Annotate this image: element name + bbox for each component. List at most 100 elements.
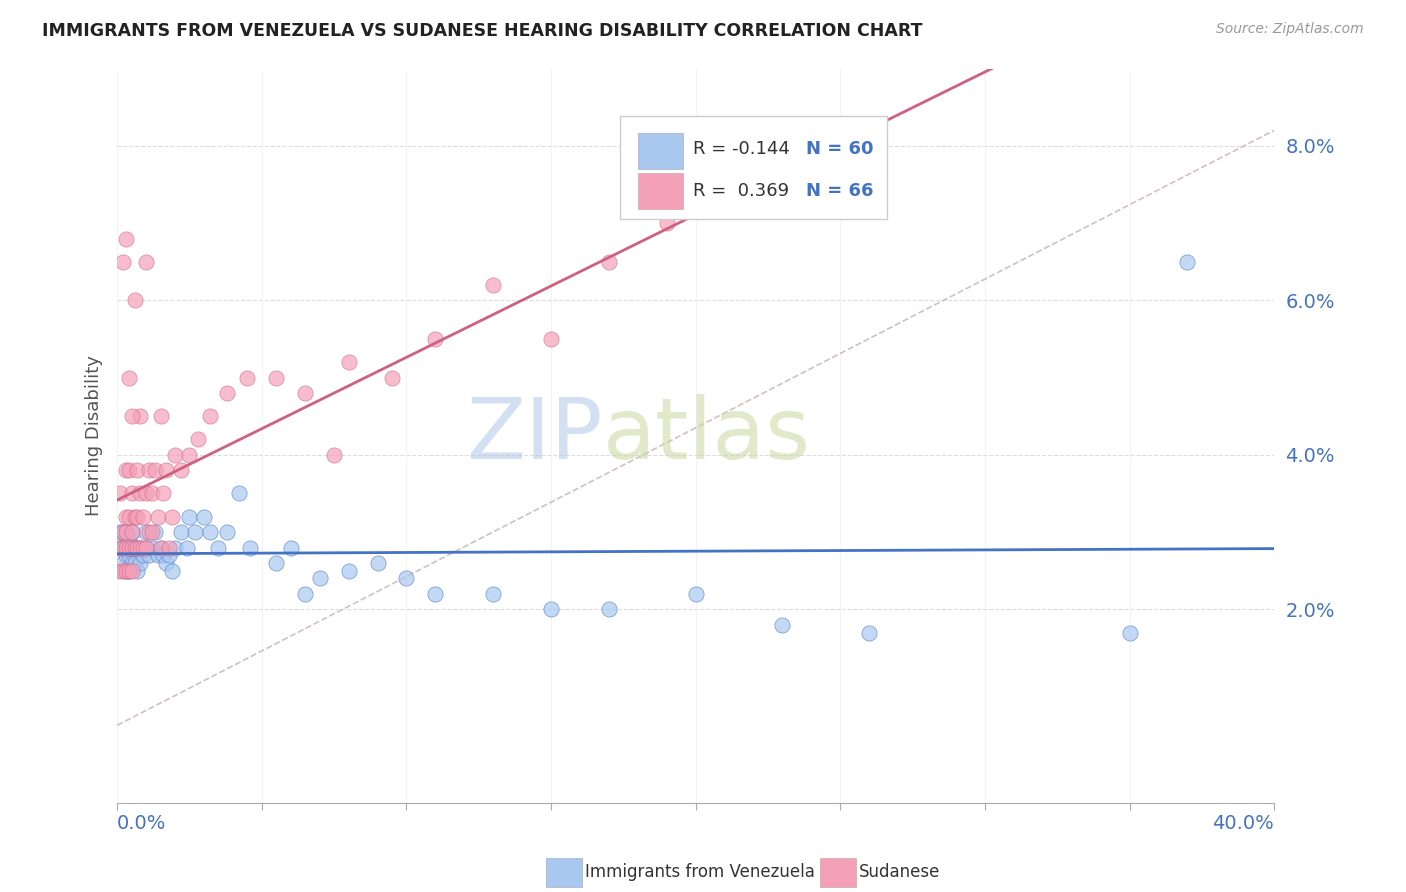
Point <box>135 541 157 555</box>
Point <box>121 486 143 500</box>
Point <box>395 572 418 586</box>
Point <box>111 541 134 555</box>
Point <box>135 486 157 500</box>
Point <box>124 509 146 524</box>
Point <box>179 448 201 462</box>
Point <box>118 549 141 563</box>
Point <box>115 525 138 540</box>
Point <box>127 564 149 578</box>
Point <box>121 409 143 424</box>
Point <box>138 525 160 540</box>
Point <box>170 525 193 540</box>
Point <box>163 541 186 555</box>
Text: N = 66: N = 66 <box>806 182 873 200</box>
Point <box>155 463 177 477</box>
Point <box>149 541 172 555</box>
Point <box>115 541 138 555</box>
Point <box>115 564 138 578</box>
Point <box>228 486 250 500</box>
Point <box>127 463 149 477</box>
Point <box>482 277 505 292</box>
Point <box>135 541 157 555</box>
Point <box>187 433 209 447</box>
Point <box>179 509 201 524</box>
FancyBboxPatch shape <box>638 133 683 169</box>
Point <box>264 556 287 570</box>
Point <box>685 587 707 601</box>
Point <box>170 463 193 477</box>
Point <box>118 370 141 384</box>
Point <box>772 617 794 632</box>
Point <box>149 409 172 424</box>
Point <box>121 541 143 555</box>
Point <box>108 541 131 555</box>
Point <box>111 525 134 540</box>
Text: Immigrants from Venezuela: Immigrants from Venezuela <box>585 863 814 881</box>
Point <box>115 549 138 563</box>
Point <box>280 541 302 555</box>
Point <box>129 556 152 570</box>
Point <box>425 587 447 601</box>
Point <box>118 533 141 547</box>
Text: IMMIGRANTS FROM VENEZUELA VS SUDANESE HEARING DISABILITY CORRELATION CHART: IMMIGRANTS FROM VENEZUELA VS SUDANESE HE… <box>42 22 922 40</box>
Point <box>655 216 678 230</box>
Point <box>115 463 138 477</box>
Point <box>127 509 149 524</box>
FancyBboxPatch shape <box>638 173 683 210</box>
Point <box>118 541 141 555</box>
Point <box>111 254 134 268</box>
Point <box>236 370 259 384</box>
Point <box>337 355 360 369</box>
Point <box>294 587 316 601</box>
Point <box>129 541 152 555</box>
Point <box>366 556 388 570</box>
Point <box>141 525 163 540</box>
Point <box>115 231 138 245</box>
Point <box>146 549 169 563</box>
Point <box>176 541 198 555</box>
Point <box>540 332 562 346</box>
Point <box>157 541 180 555</box>
Point <box>217 386 239 401</box>
Point <box>198 525 221 540</box>
Point <box>598 254 620 268</box>
Text: R = -0.144: R = -0.144 <box>693 140 790 158</box>
Point <box>124 556 146 570</box>
Point <box>482 587 505 601</box>
Point <box>425 332 447 346</box>
Point <box>111 564 134 578</box>
Point <box>337 564 360 578</box>
Point <box>163 448 186 462</box>
Point <box>193 509 215 524</box>
Point <box>132 541 155 555</box>
Point <box>152 549 174 563</box>
Point <box>207 541 229 555</box>
Point <box>108 486 131 500</box>
Point <box>121 564 143 578</box>
Point <box>198 409 221 424</box>
Point <box>108 525 131 540</box>
Point <box>239 541 262 555</box>
Point <box>152 486 174 500</box>
Point <box>129 409 152 424</box>
Point <box>135 525 157 540</box>
Point <box>108 541 131 555</box>
Point <box>118 463 141 477</box>
Point <box>132 549 155 563</box>
Point <box>121 541 143 555</box>
Point <box>129 486 152 500</box>
Point <box>598 602 620 616</box>
Point <box>124 541 146 555</box>
Point <box>118 509 141 524</box>
Point <box>146 509 169 524</box>
Point <box>121 525 143 540</box>
Point <box>127 541 149 555</box>
Point <box>127 541 149 555</box>
Point <box>294 386 316 401</box>
Point <box>1118 625 1140 640</box>
Point <box>115 509 138 524</box>
Point <box>124 293 146 308</box>
Point <box>160 564 183 578</box>
FancyBboxPatch shape <box>620 116 887 219</box>
Point <box>184 525 207 540</box>
